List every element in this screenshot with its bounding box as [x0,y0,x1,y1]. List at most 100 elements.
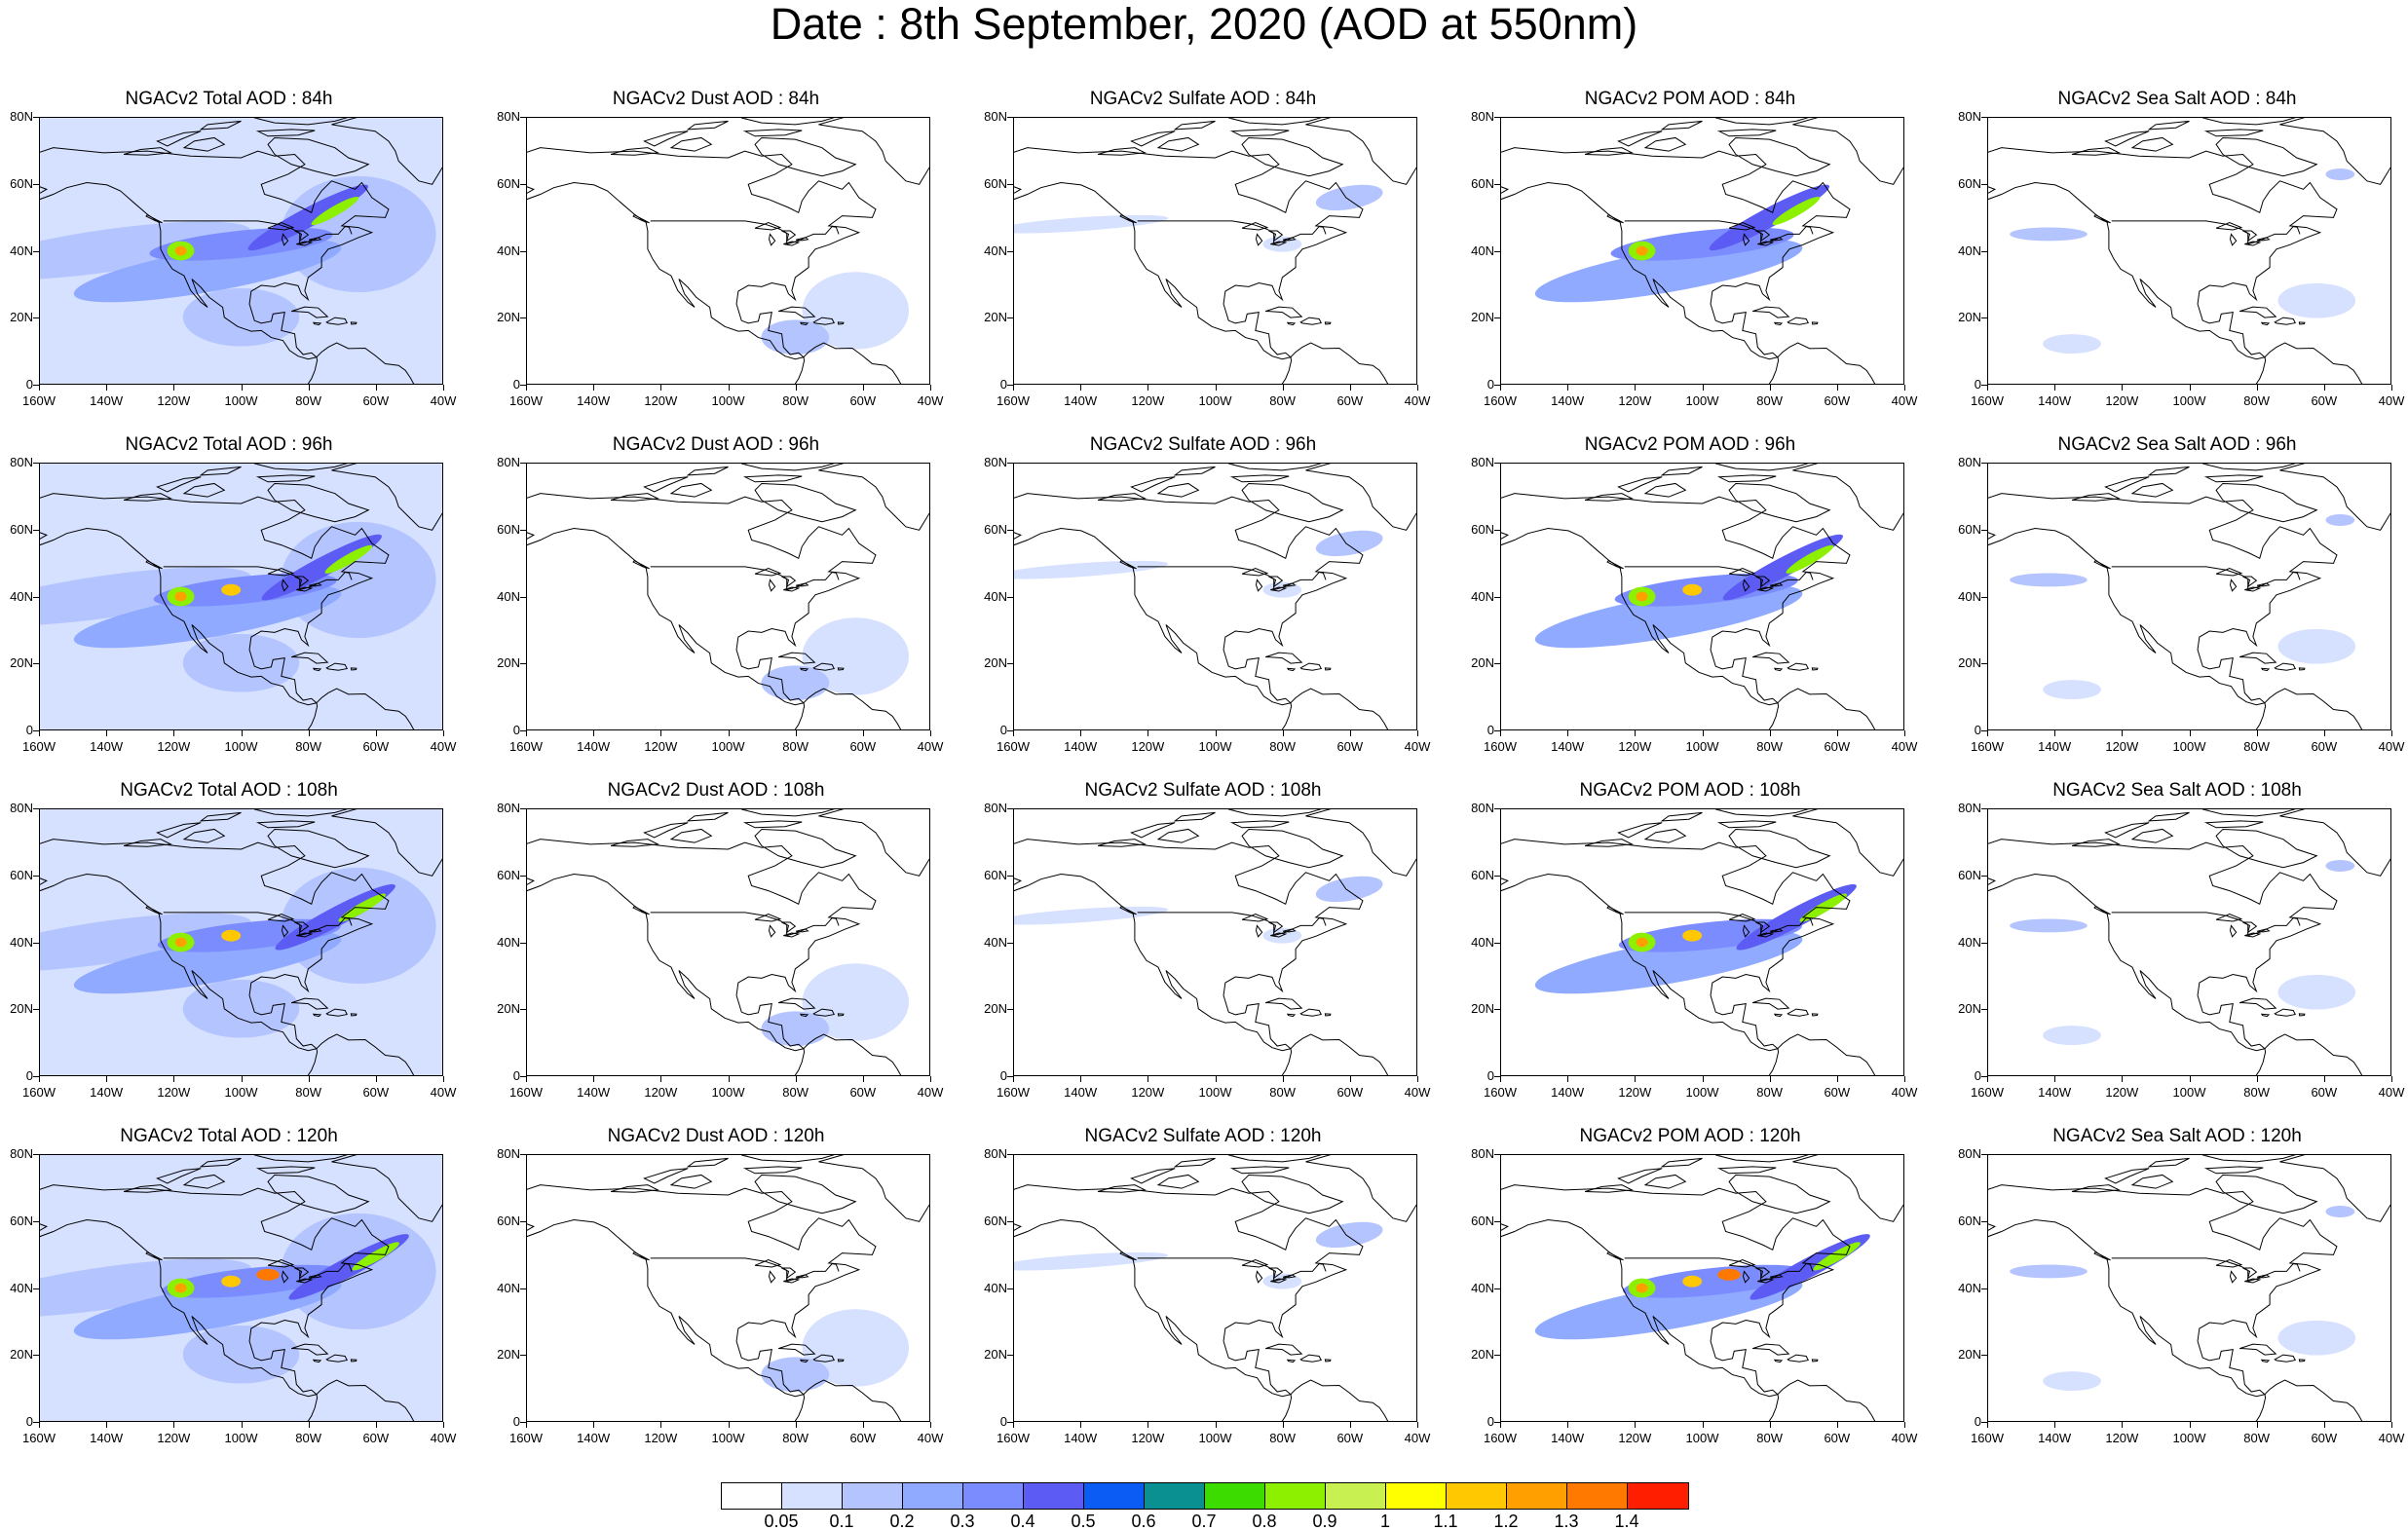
island-outline [2203,820,2264,829]
coastline-south-america [1281,688,1389,729]
lat-tick-label: 20N [1471,1001,1494,1017]
lat-tick-label: 20N [1471,310,1494,325]
lon-tick-label: 140W [2038,393,2072,408]
lon-tick-mark [593,730,595,736]
lon-tick-mark [106,1422,108,1428]
lat-tick-mark [1981,663,1987,665]
island-outline [290,652,329,664]
aod-smoke-plume-east [1709,184,1830,251]
lon-tick-mark [930,1076,931,1082]
lat-tick-mark [1981,183,1987,185]
colorbar-label: 0.2 [889,1512,915,1531]
island-outline [2071,1184,2122,1193]
map-frame [1013,1154,1417,1422]
island-outline [2215,828,2318,869]
coastline-south-america [307,342,415,384]
aod-sulfate-northeast [1315,1221,1383,1249]
aod-map [527,809,929,1075]
lon-tick-label: 80W [1269,739,1297,754]
lon-tick-mark [1500,1422,1501,1428]
island-outline [2093,214,2111,224]
island-outline [2093,1251,2111,1261]
lon-tick-label: 60W [1824,1085,1851,1100]
panel-title: NGACv2 Sulfate AOD : 108h [1084,780,1322,801]
lon-tick-label: 140W [1064,1085,1098,1100]
lon-tick-label: 160W [22,1431,56,1445]
lat-tick-label: 80N [497,455,520,469]
lon-tick-label: 60W [362,1431,390,1445]
lon-tick-label: 80W [2243,393,2271,408]
island-outline [1617,1168,1663,1184]
coastline-greenland [1305,118,1416,185]
coastline-greenland [1792,464,1903,531]
map-frame [1987,463,2391,730]
island-outline [610,839,660,847]
aod-dust-atlantic [802,617,910,695]
map-panel-pom-84h: NGACv2 POM AOD : 84h 0 20N 40N 60N 80N 160W 140… [1461,89,1919,429]
lat-tick-mark [520,808,526,809]
lon-tick-mark [308,385,310,391]
lat-tick-label: 80N [1958,1146,1981,1161]
island-outline [1130,131,1176,147]
lat-tick-label: 60N [1958,175,1981,191]
us-canada-border [1624,566,1814,591]
great-lake-outline [1255,233,1263,246]
great-lake-outline [781,921,797,934]
lat-tick-label: 20N [497,1001,520,1017]
island-outline [686,466,729,476]
aod-smoke-plume-outer [1534,930,1803,994]
lat-tick-label: 40N [1471,1280,1494,1295]
lon-tick-mark [526,730,527,736]
coastline-north-america [1988,839,2338,1052]
great-lake-outline [2229,579,2238,592]
lat-tick-label: 20N [1958,1347,1981,1363]
lat-tick-mark [1494,1009,1500,1011]
lon-tick-label: 100W [711,1085,745,1100]
island-outline [837,321,845,325]
island-outline [1228,464,1322,471]
lat-tick-label: 60N [1471,867,1494,882]
lat-tick-label: 0 [1486,1414,1494,1429]
island-outline [1299,1354,1323,1363]
island-outline [632,214,650,224]
map-panel-sulfate-84h: NGACv2 Sulfate AOD : 84h 0 20N 40N 60N 80N 160… [974,89,1432,429]
lat-tick-label: 0 [25,723,33,737]
lon-tick-label: 140W [1064,739,1098,754]
panel-title: NGACv2 POM AOD : 120h [1579,1126,1801,1146]
island-outline [255,474,316,483]
lon-tick-mark [2256,1422,2258,1428]
aod-smoke-peak-west [1636,937,1648,948]
coastline-greenland [2279,118,2390,185]
great-lake-outline [1270,241,1288,246]
panel-title: NGACv2 Dust AOD : 108h [607,780,825,801]
lat-tick-label: 0 [1974,723,1981,737]
lon-tick-mark [1349,385,1351,391]
lon-tick-label: 40W [1891,1431,1918,1445]
lon-tick-label: 140W [2038,1085,2072,1100]
island-outline [742,820,803,829]
us-canada-border [1137,1257,1327,1283]
lat-tick-label: 80N [1471,1146,1494,1161]
lat-tick-label: 40N [10,1280,33,1295]
coastline-south-america [1281,1033,1389,1075]
map-frame [1500,463,1904,730]
panel-title: NGACv2 Sea Salt AOD : 96h [2057,434,2297,455]
aod-gulf-field [182,633,300,692]
lat-tick-mark [520,1422,526,1423]
island-outline [1728,482,1831,523]
lon-tick-mark [443,1076,444,1082]
island-outline [267,1174,370,1214]
coastline-greenland [1305,809,1416,877]
island-outline [1751,306,1790,318]
lat-tick-mark [33,317,39,319]
great-lake-outline [781,1267,797,1280]
lat-tick-mark [1007,1355,1013,1357]
lat-tick-mark [1981,875,1987,877]
panel-title: NGACv2 Total AOD : 84h [125,89,333,109]
lon-tick-mark [1282,1422,1284,1428]
map-frame [526,1154,930,1422]
lon-tick-label: 140W [577,1085,611,1100]
us-canada-border [650,1257,840,1283]
lon-tick-mark [241,1422,243,1428]
colorbar-label: 1.2 [1493,1512,1519,1531]
